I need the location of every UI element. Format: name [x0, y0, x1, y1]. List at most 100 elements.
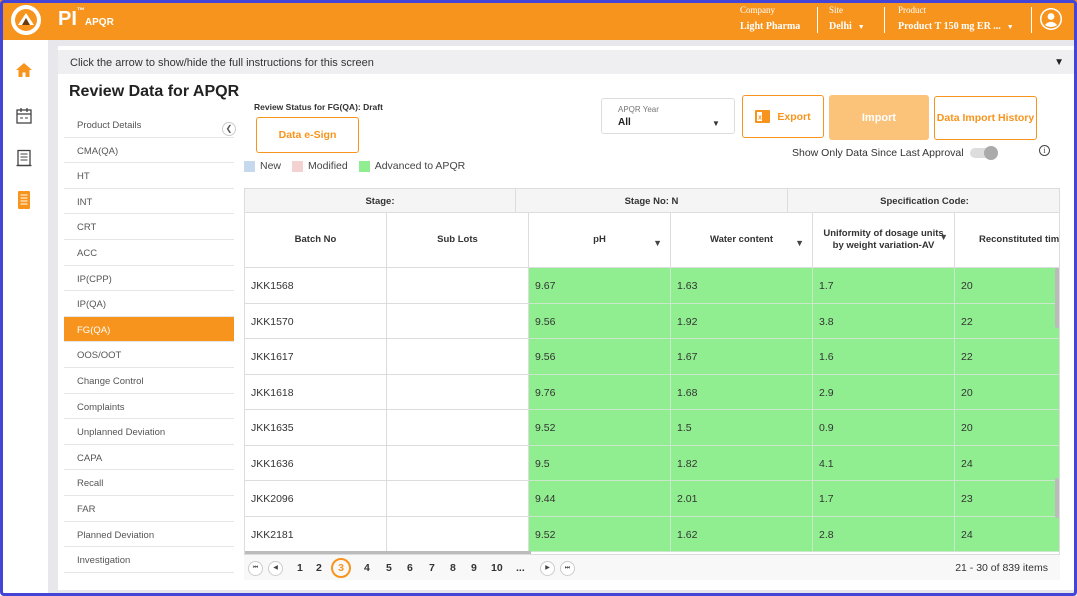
cell-ph[interactable]: 9.44: [529, 481, 671, 517]
cell-uniformity[interactable]: 1.7: [813, 268, 955, 304]
cell-sublots[interactable]: [387, 374, 529, 410]
nav-item-capa[interactable]: CAPA: [64, 445, 234, 471]
site-selector[interactable]: Site Delhi ▼: [829, 5, 865, 34]
prev-page-icon[interactable]: ◀: [268, 561, 283, 576]
table-row[interactable]: JKK1635 9.52 1.5 0.9 20: [245, 410, 1059, 446]
page-button[interactable]: 9: [471, 562, 477, 574]
cell-water[interactable]: 1.63: [671, 268, 813, 304]
data-esign-button[interactable]: Data e-Sign: [256, 117, 359, 153]
app-logo-icon[interactable]: [11, 5, 41, 35]
nav-item-ht[interactable]: HT: [64, 163, 234, 189]
nav-item-planned-deviation[interactable]: Planned Deviation: [64, 522, 234, 548]
cell-batch[interactable]: JKK1636: [245, 445, 387, 481]
vertical-scrollbar-thumb[interactable]: [1055, 478, 1059, 518]
cell-recon[interactable]: 24: [955, 516, 1059, 552]
page-button[interactable]: ...: [516, 562, 525, 574]
cell-water[interactable]: 1.5: [671, 410, 813, 446]
cell-water[interactable]: 1.92: [671, 303, 813, 339]
nav-item-complaints[interactable]: Complaints: [64, 394, 234, 420]
nav-item-int[interactable]: INT: [64, 189, 234, 215]
cell-recon[interactable]: 20: [955, 268, 1059, 304]
nav-item-cma-qa[interactable]: CMA(QA): [64, 138, 234, 164]
cell-recon[interactable]: 22: [955, 339, 1059, 375]
nav-item-product-details[interactable]: Product Details: [64, 112, 234, 138]
cell-uniformity[interactable]: 0.9: [813, 410, 955, 446]
cell-water[interactable]: 1.67: [671, 339, 813, 375]
nav-item-unplanned-deviation[interactable]: Unplanned Deviation: [64, 419, 234, 445]
cell-ph[interactable]: 9.52: [529, 410, 671, 446]
vertical-scrollbar[interactable]: [1055, 268, 1059, 328]
horizontal-scrollbar[interactable]: [245, 551, 531, 554]
page-button[interactable]: 5: [386, 562, 392, 574]
table-row[interactable]: JKK1636 9.5 1.82 4.1 24: [245, 445, 1059, 481]
product-selector[interactable]: Product Product T 150 mg ER ... ▼: [898, 5, 1014, 34]
cell-sublots[interactable]: [387, 339, 529, 375]
column-header-batch-no[interactable]: Batch No: [245, 213, 387, 268]
page-button[interactable]: 2: [316, 562, 322, 574]
cell-water[interactable]: 1.62: [671, 516, 813, 552]
first-page-icon[interactable]: ⏮: [248, 561, 263, 576]
table-row[interactable]: JKK2096 9.44 2.01 1.7 23: [245, 481, 1059, 517]
table-row[interactable]: JKK2181 9.52 1.62 2.8 24: [245, 516, 1059, 552]
toggle-switch[interactable]: [969, 146, 998, 160]
column-header-reconstituted-time[interactable]: Reconstituted tim: [955, 213, 1059, 268]
page-button[interactable]: 7: [429, 562, 435, 574]
expand-arrow-icon[interactable]: ▼: [1054, 57, 1064, 68]
filter-icon[interactable]: ▼: [939, 232, 948, 242]
import-button[interactable]: Import: [829, 95, 929, 140]
instructions-bar[interactable]: Click the arrow to show/hide the full in…: [58, 50, 1074, 74]
cell-uniformity[interactable]: 4.1: [813, 445, 955, 481]
collapse-sidebar-icon[interactable]: ❮: [222, 122, 236, 136]
cell-batch[interactable]: JKK1618: [245, 374, 387, 410]
filter-icon[interactable]: ▼: [653, 238, 662, 248]
column-header-uniformity[interactable]: Uniformity of dosage units by weight vari…: [813, 213, 955, 268]
cell-water[interactable]: 1.68: [671, 374, 813, 410]
cell-recon[interactable]: 20: [955, 410, 1059, 446]
page-button[interactable]: 8: [450, 562, 456, 574]
table-row[interactable]: JKK1570 9.56 1.92 3.8 22: [245, 303, 1059, 339]
nav-item-ip-cpp[interactable]: IP(CPP): [64, 266, 234, 292]
cell-recon[interactable]: 24: [955, 445, 1059, 481]
cell-batch[interactable]: JKK1617: [245, 339, 387, 375]
export-button[interactable]: x Export: [742, 95, 824, 138]
nav-item-oos-oot[interactable]: OOS/OOT: [64, 342, 234, 368]
cell-batch[interactable]: JKK1635: [245, 410, 387, 446]
cell-recon[interactable]: 23: [955, 481, 1059, 517]
apqr-year-select[interactable]: APQR Year All ▼: [601, 98, 735, 134]
cell-recon[interactable]: 20: [955, 374, 1059, 410]
nav-item-change-control[interactable]: Change Control: [64, 368, 234, 394]
cell-uniformity[interactable]: 3.8: [813, 303, 955, 339]
cell-batch[interactable]: JKK2096: [245, 481, 387, 517]
user-avatar-icon[interactable]: [1040, 8, 1062, 30]
next-page-icon[interactable]: ▶: [540, 561, 555, 576]
cell-batch[interactable]: JKK1568: [245, 268, 387, 304]
home-icon[interactable]: [14, 60, 34, 80]
table-row[interactable]: JKK1618 9.76 1.68 2.9 20: [245, 374, 1059, 410]
nav-item-recall[interactable]: Recall: [64, 470, 234, 496]
info-icon[interactable]: i: [1039, 145, 1050, 156]
chevron-down-icon[interactable]: ▼: [1006, 23, 1014, 31]
data-import-history-button[interactable]: Data Import History: [934, 96, 1037, 140]
page-button[interactable]: 6: [407, 562, 413, 574]
page-button-current[interactable]: 3: [331, 558, 351, 578]
document-icon[interactable]: [14, 190, 34, 210]
nav-item-ip-qa[interactable]: IP(QA): [64, 291, 234, 317]
cell-recon[interactable]: 22: [955, 303, 1059, 339]
cell-sublots[interactable]: [387, 481, 529, 517]
cell-ph[interactable]: 9.56: [529, 339, 671, 375]
nav-item-crt[interactable]: CRT: [64, 214, 234, 240]
nav-item-investigation[interactable]: Investigation: [64, 547, 234, 573]
cell-uniformity[interactable]: 1.6: [813, 339, 955, 375]
cell-ph[interactable]: 9.5: [529, 445, 671, 481]
filter-icon[interactable]: ▼: [795, 238, 804, 248]
column-header-sub-lots[interactable]: Sub Lots: [387, 213, 529, 268]
cell-sublots[interactable]: [387, 410, 529, 446]
page-button[interactable]: 1: [297, 562, 303, 574]
cell-ph[interactable]: 9.56: [529, 303, 671, 339]
report-icon[interactable]: [14, 148, 34, 168]
page-button[interactable]: 4: [364, 562, 370, 574]
cell-uniformity[interactable]: 2.9: [813, 374, 955, 410]
cell-water[interactable]: 2.01: [671, 481, 813, 517]
cell-sublots[interactable]: [387, 445, 529, 481]
column-header-water-content[interactable]: Water content ▼: [671, 213, 813, 268]
